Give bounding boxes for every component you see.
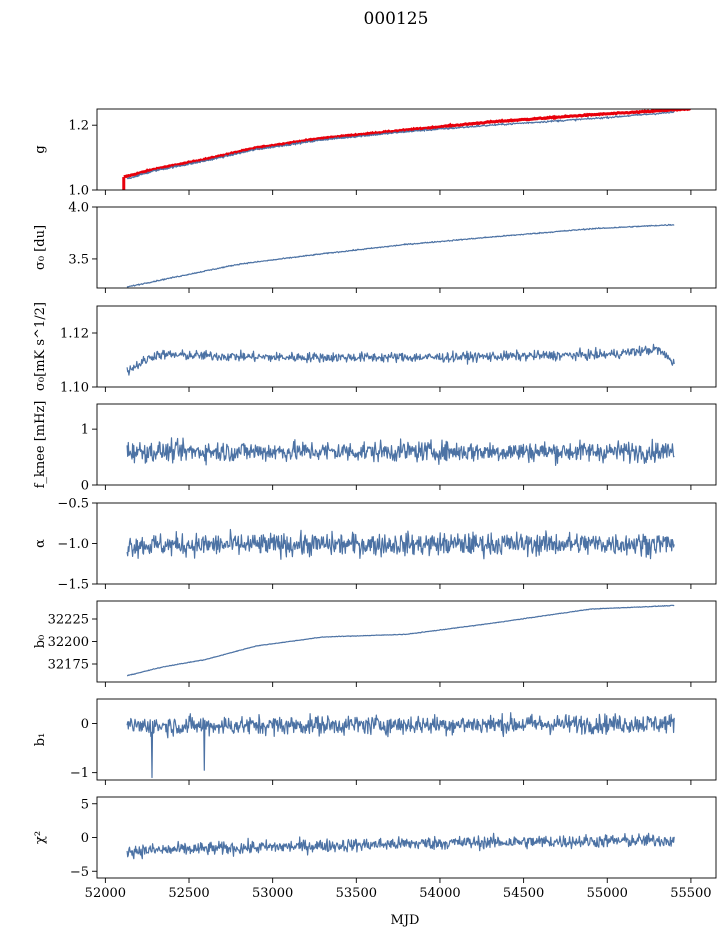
axes-frame-b0 [96, 600, 717, 683]
series-chi2 [126, 832, 675, 860]
y-tick-label: 1.10 [60, 381, 89, 396]
y-axis-label-g: g [33, 145, 48, 153]
y-axis-label-alpha: α [33, 539, 48, 548]
x-tick-label: 55000 [587, 886, 628, 901]
y-tick-label: 32200 [48, 635, 89, 650]
x-tick-label: 54000 [419, 886, 460, 901]
axes-frame-g [96, 108, 717, 191]
y-axis-label-chi2: χ² [33, 831, 48, 844]
panels: 1.0 1.2 g 3.5 4.0 σ₀ [du] 1.10 1.12 σ₀[mK s^1/2]… [33, 108, 717, 901]
series-g [126, 111, 675, 180]
y-tick-label: −5 [70, 865, 89, 880]
axes-frame-b1 [96, 698, 717, 781]
series-b0 [126, 604, 675, 677]
y-tick-label: −1 [70, 766, 89, 781]
panel-g: 1.0 1.2 g [33, 108, 717, 199]
y-tick-label: −1.5 [57, 578, 89, 593]
y-tick-label: 1 [81, 423, 89, 438]
y-tick-label: 32175 [48, 658, 89, 673]
y-tick-label: 0 [81, 717, 89, 732]
panel-sigma0_du: 3.5 4.0 σ₀ [du] [33, 201, 717, 293]
y-tick-label: 0 [81, 831, 89, 846]
x-axis-label: MJD [391, 913, 420, 928]
figure-title: 000125 [364, 9, 429, 29]
y-tick-label: 32225 [48, 613, 89, 628]
x-tick-label: 54500 [503, 886, 544, 901]
x-tick-label: 53000 [252, 886, 293, 901]
y-axis-label-sigma0_mk: σ₀[mK s^1/2] [33, 302, 48, 391]
x-tick-label: 52000 [85, 886, 126, 901]
series-sigma0_mk [126, 343, 675, 376]
y-tick-label: −0.5 [57, 497, 89, 512]
y-tick-label: −1.0 [57, 537, 89, 552]
series-red-g [123, 109, 691, 179]
y-tick-label: 1.12 [60, 327, 89, 342]
axes-frame-sigma0_mk [96, 305, 717, 388]
panel-fknee: 0 1 f_knee [mHz] [33, 401, 717, 494]
series-alpha [126, 528, 675, 560]
y-tick-label: 0 [81, 479, 89, 494]
panel-sigma0_mk: 1.10 1.12 σ₀[mK s^1/2] [33, 302, 717, 396]
x-tick-label: 55500 [670, 886, 711, 901]
y-axis-label-sigma0_du: σ₀ [du] [33, 225, 48, 270]
y-axis-label-fknee: f_knee [mHz] [33, 401, 48, 489]
y-tick-label: 4.0 [68, 201, 89, 216]
panel-chi2: −5 0 5 52000 52500 53000 53500 54000 54500 55000 5… [33, 796, 717, 901]
series-fknee [126, 437, 675, 466]
y-axis-label-b1: b₁ [33, 733, 48, 747]
axes-frame-fknee [96, 403, 717, 486]
axes-frame-sigma0_du [96, 206, 717, 289]
y-tick-label: 1.0 [68, 184, 89, 199]
y-tick-label: 5 [81, 797, 89, 812]
series-b1 [126, 712, 675, 779]
y-tick-label: 3.5 [68, 252, 89, 267]
panel-b1: −1 0 b₁ [33, 698, 717, 785]
y-tick-label: 1.2 [68, 119, 89, 134]
x-tick-label: 52500 [168, 886, 209, 901]
x-tick-label: 53500 [336, 886, 377, 901]
panel-alpha: −1.5 −1.0 −0.5 α [33, 497, 717, 593]
series-sigma0_du [126, 223, 675, 288]
y-axis-label-b0: b₀ [33, 635, 48, 649]
